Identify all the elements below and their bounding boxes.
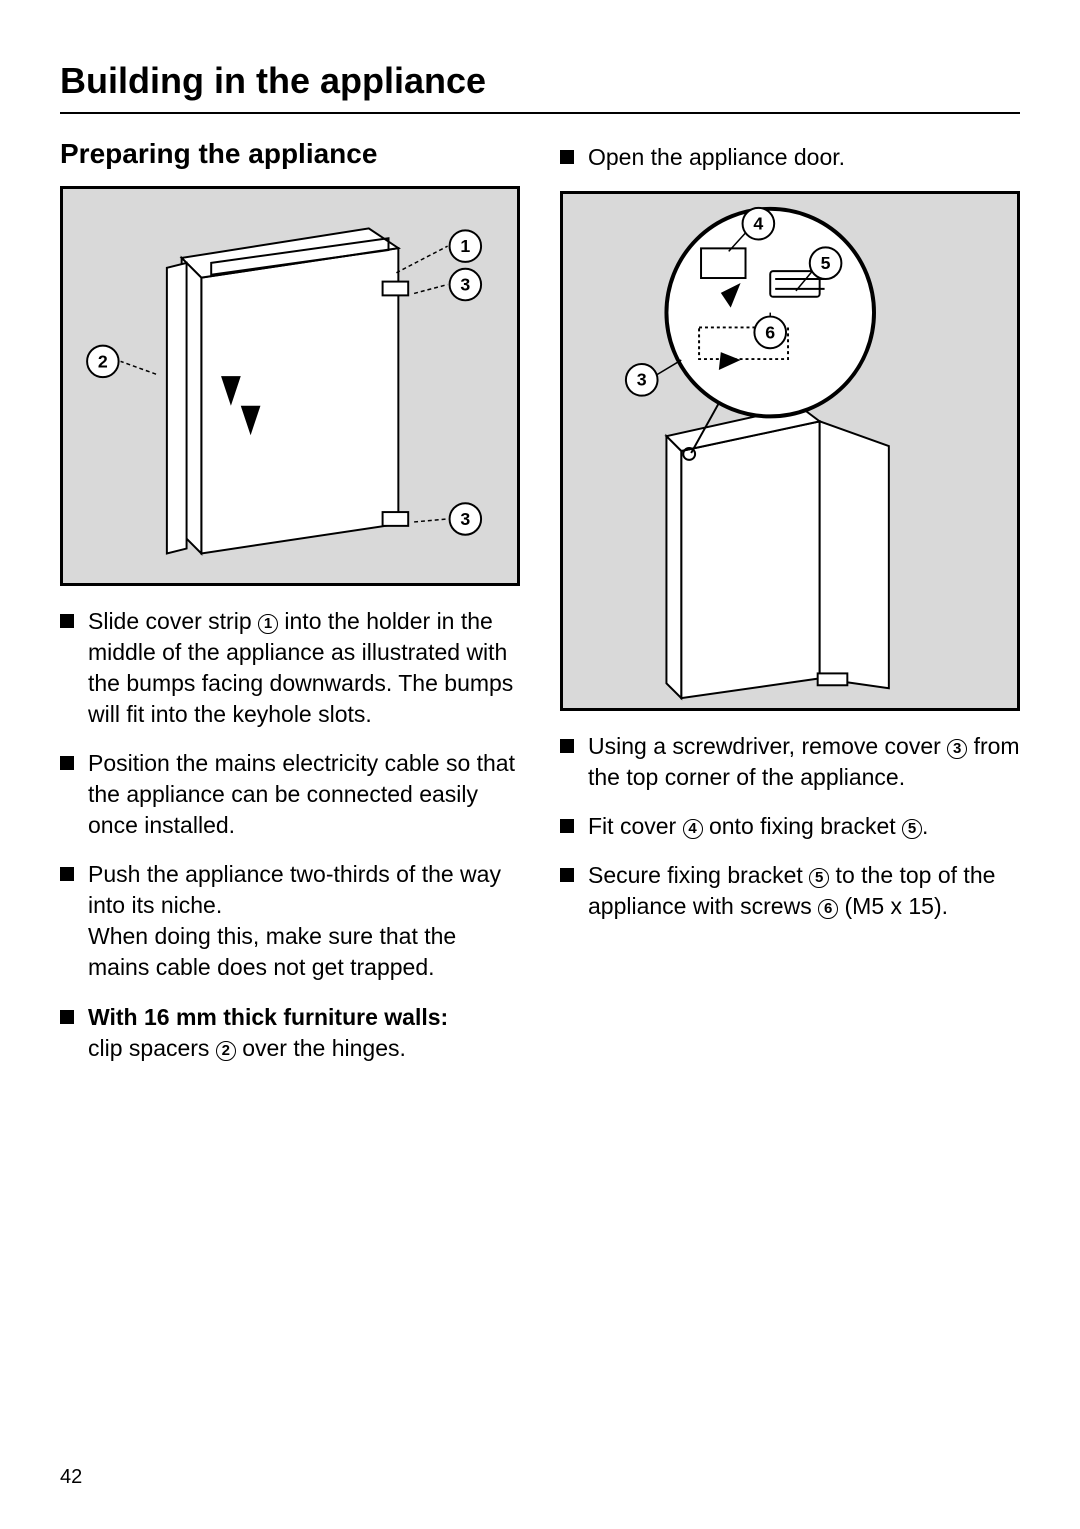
list-item: Position the mains electricity cable so … [60, 748, 520, 841]
callout-number: 3 [460, 274, 470, 294]
step-text: Push the appliance two-thirds of the way… [88, 861, 501, 918]
step-text: Open the appliance door. [588, 144, 845, 170]
instruction-list-left: Slide cover strip 1 into the holder in t… [60, 606, 520, 1064]
callout-number: 3 [460, 509, 470, 529]
list-item: With 16 mm thick furniture walls: clip sp… [60, 1002, 520, 1064]
diagram-door-open-detail: 4 5 6 3 [563, 194, 1017, 708]
callout-number: 3 [637, 370, 647, 390]
step-text: Slide cover strip [88, 608, 258, 634]
section-title: Building in the appliance [60, 60, 1020, 114]
callout-number: 6 [765, 322, 775, 342]
step-text: onto fixing bracket [703, 813, 902, 839]
list-item: Fit cover 4 onto fixing bracket 5. [560, 811, 1020, 842]
ref-circled-1: 1 [258, 614, 278, 634]
figure-door-open-detail: 4 5 6 3 [560, 191, 1020, 711]
ref-circled-4: 4 [683, 819, 703, 839]
list-item: Push the appliance two-thirds of the way… [60, 859, 520, 983]
step-text: over the hinges. [236, 1035, 406, 1061]
list-item: Using a screwdriver, remove cover 3 from… [560, 731, 1020, 793]
ref-circled-5: 5 [902, 819, 922, 839]
right-column: Open the appliance door. [560, 138, 1020, 1082]
list-item: Slide cover strip 1 into the holder in t… [60, 606, 520, 730]
diagram-appliance-prep: 1 3 2 3 [63, 189, 517, 583]
callout-number: 5 [821, 253, 831, 273]
instruction-list-right: Using a screwdriver, remove cover 3 from… [560, 731, 1020, 922]
step-text: (M5 x 15). [838, 893, 948, 919]
callout-number: 1 [460, 236, 470, 256]
list-item: Open the appliance door. [560, 142, 1020, 173]
step-text: . [922, 813, 928, 839]
step-bold: With 16 mm thick furniture walls: [88, 1004, 448, 1030]
page-number: 42 [60, 1466, 82, 1489]
ref-circled-3: 3 [947, 739, 967, 759]
step-text: When doing this, make sure that the main… [88, 923, 456, 980]
manual-page: Building in the appliance Preparing the … [0, 0, 1080, 1529]
step-text: Position the mains electricity cable so … [88, 750, 515, 838]
figure-appliance-prep: 1 3 2 3 [60, 186, 520, 586]
ref-circled-5: 5 [809, 868, 829, 888]
sub-title: Preparing the appliance [60, 138, 520, 170]
step-text: Secure fixing bracket [588, 862, 809, 888]
two-column-layout: Preparing the appliance [60, 138, 1020, 1082]
instruction-lead-right: Open the appliance door. [560, 142, 1020, 173]
step-text: Fit cover [588, 813, 683, 839]
ref-circled-6: 6 [818, 899, 838, 919]
list-item: Secure fixing bracket 5 to the top of th… [560, 860, 1020, 922]
left-column: Preparing the appliance [60, 138, 520, 1082]
step-text: clip spacers [88, 1035, 216, 1061]
callout-number: 4 [753, 214, 763, 234]
step-text: Using a screwdriver, remove cover [588, 733, 947, 759]
callout-number: 2 [98, 351, 108, 371]
ref-circled-2: 2 [216, 1041, 236, 1061]
